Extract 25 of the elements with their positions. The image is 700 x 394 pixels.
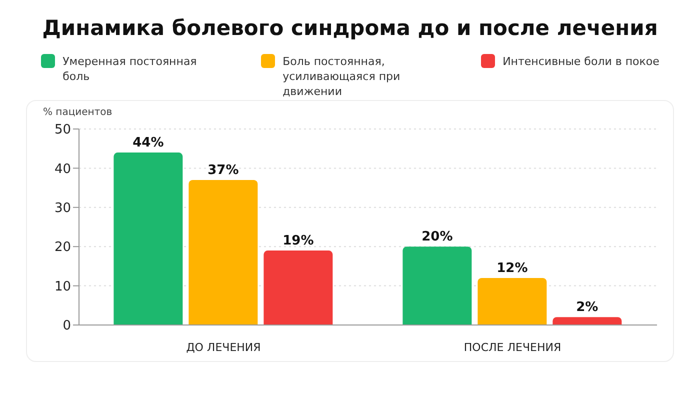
legend-label: Интенсивные боли в покое [502,54,660,69]
x-tick-label: ПОСЛЕ ЛЕЧЕНИЯ [464,340,562,354]
x-tick-label: ДО ЛЕЧЕНИЯ [186,340,261,354]
legend-label: Умеренная постоянная боль [62,54,198,84]
y-tick-label: 20 [54,240,71,256]
data-label: 20% [422,230,453,245]
bar [264,250,333,325]
legend-label: Боль постоянная, усиливающаяся при движении [282,54,402,99]
bar [114,152,183,325]
data-label: 12% [496,260,528,276]
data-label: 44% [132,136,164,151]
y-tick-label: 30 [54,201,71,216]
y-tick-label: 10 [54,279,71,294]
y-tick-label: 40 [54,162,71,177]
y-tick-label: 50 [54,122,71,138]
bar [552,317,622,325]
chart-title: Динамика болевого синдрома до и после лечения [41,15,659,42]
y-axis-title: % пациентов [43,107,114,120]
data-label: 19% [282,234,314,249]
bar [188,180,258,325]
bar [402,246,472,325]
data-label: 37% [208,162,239,178]
data-label: 2% [576,300,598,316]
y-tick-label: 0 [62,318,71,334]
bar [478,278,547,325]
